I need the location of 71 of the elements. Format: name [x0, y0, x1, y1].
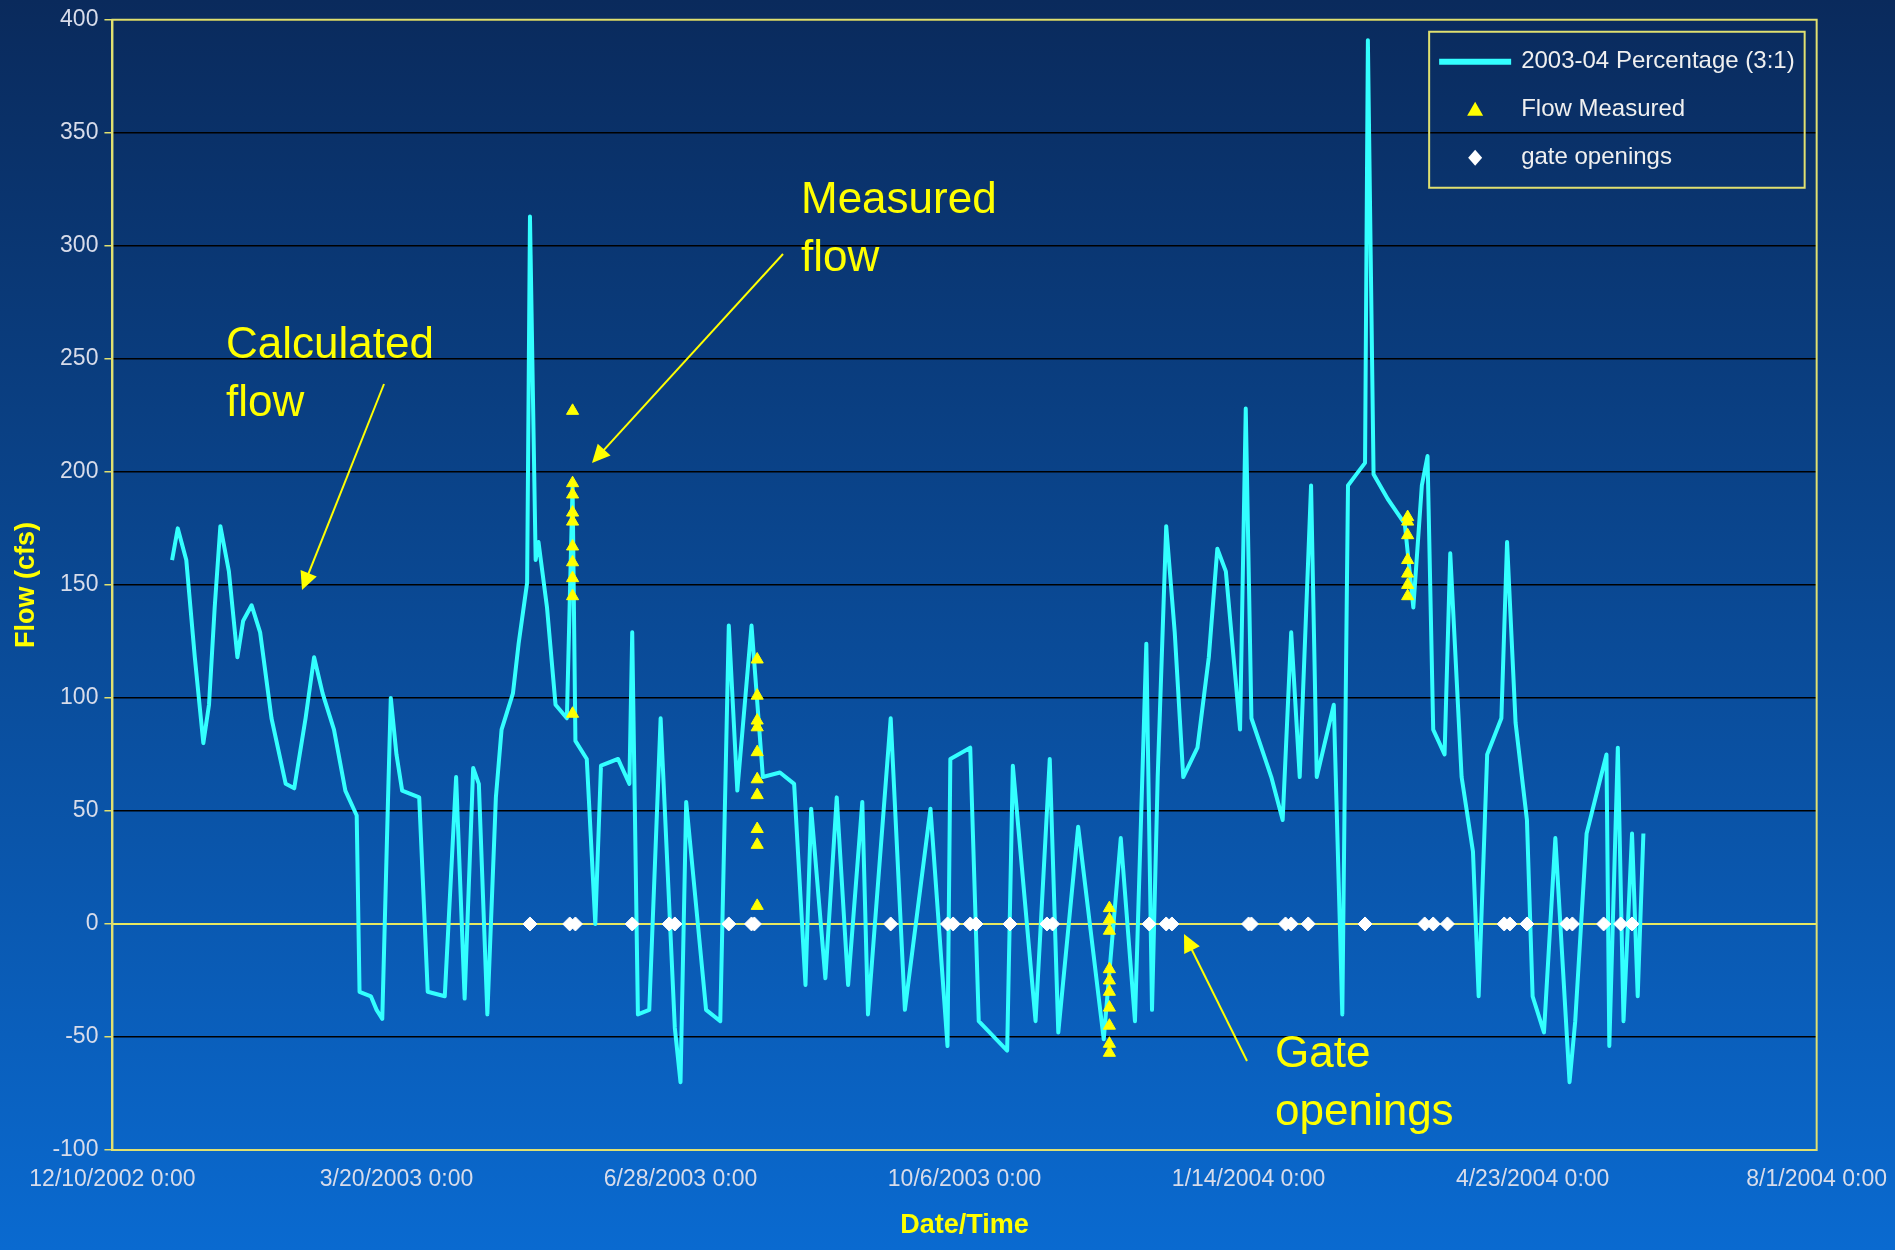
point [1401, 566, 1415, 578]
point [1401, 588, 1415, 601]
point [1300, 916, 1316, 932]
point [566, 514, 580, 526]
point [1401, 577, 1415, 589]
point [1401, 527, 1415, 540]
y-tick-label: 50 [72, 796, 99, 823]
legend-label: gate openings [1521, 142, 1672, 170]
y-tick-label: -100 [52, 1135, 99, 1162]
point [1102, 900, 1116, 913]
x-tick-label: 10/6/2003 0:00 [887, 1165, 1042, 1192]
point [566, 475, 580, 488]
point [750, 771, 764, 784]
point [566, 505, 580, 517]
y-tick-label: 350 [60, 118, 99, 145]
point [750, 688, 764, 700]
legend-label: Flow Measured [1521, 94, 1686, 122]
x-axis-title: Date/Time [900, 1209, 1029, 1240]
point [1102, 1000, 1116, 1012]
y-tick-label: 0 [85, 909, 99, 936]
point [750, 744, 764, 757]
annotation: Measured flow [801, 173, 997, 281]
x-tick-label: 8/1/2004 0:00 [1746, 1165, 1887, 1192]
point [1102, 961, 1116, 974]
point [566, 403, 580, 415]
y-tick-label: 100 [60, 683, 99, 710]
point [1002, 916, 1018, 932]
legend-label: 2003-04 Percentage (3:1) [1521, 46, 1795, 74]
x-tick-label: 12/10/2002 0:00 [29, 1165, 196, 1192]
point [566, 706, 580, 718]
point [883, 916, 899, 932]
annotation: Calculated flow [226, 318, 434, 426]
point [1102, 984, 1116, 996]
point [1141, 916, 1157, 932]
x-tick-label: 3/20/2003 0:00 [319, 1165, 474, 1192]
point [1596, 916, 1612, 932]
y-tick-label: 300 [60, 231, 99, 258]
point [750, 821, 764, 834]
point [566, 570, 580, 583]
x-tick-label: 4/23/2004 0:00 [1455, 1165, 1610, 1192]
y-tick-label: 400 [60, 5, 99, 32]
y-tick-label: 200 [60, 457, 99, 484]
point [721, 916, 737, 932]
point [566, 588, 580, 601]
y-axis-title: Flow (cfs) [9, 521, 40, 648]
point [750, 651, 764, 664]
point [750, 787, 764, 800]
point [750, 837, 764, 849]
point [1102, 1045, 1116, 1057]
point [1102, 972, 1116, 985]
point [522, 916, 538, 932]
point [1439, 916, 1455, 932]
point [1102, 911, 1116, 924]
y-tick-label: -50 [65, 1022, 99, 1049]
annotation: Gate openings [1275, 1027, 1454, 1135]
point [1102, 1018, 1116, 1030]
point [750, 898, 764, 910]
x-tick-label: 6/28/2003 0:00 [603, 1165, 758, 1192]
x-tick-label: 1/14/2004 0:00 [1171, 1165, 1326, 1192]
point [1401, 552, 1415, 565]
point [1357, 916, 1373, 932]
y-tick-label: 150 [60, 570, 99, 597]
point [1519, 916, 1535, 932]
point [624, 916, 640, 932]
point [1102, 923, 1116, 935]
point [1102, 1036, 1116, 1048]
point [566, 554, 580, 567]
point [566, 486, 580, 499]
point [566, 538, 580, 551]
point [1624, 916, 1640, 932]
y-tick-label: 250 [60, 344, 99, 371]
